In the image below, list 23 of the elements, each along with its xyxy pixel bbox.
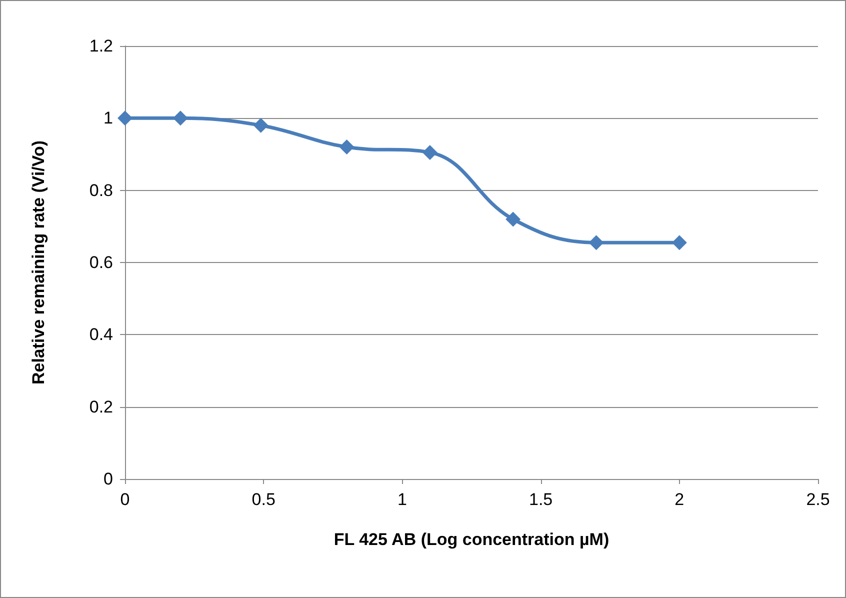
x-tick-label: 2 — [674, 490, 684, 509]
point — [172, 110, 188, 126]
y-tick-label: 0.6 — [89, 253, 113, 272]
y-tick-label: 1.2 — [89, 36, 113, 56]
point — [253, 118, 268, 133]
x-axis-title: FL 425 AB (Log concentration µM) — [334, 530, 610, 549]
point — [118, 110, 132, 126]
y-tick-label: 0.8 — [89, 180, 113, 200]
x-tick-label: 1.5 — [528, 490, 553, 509]
y-tick-label: 0.2 — [89, 397, 113, 416]
point — [588, 235, 604, 250]
point — [506, 212, 521, 227]
point — [422, 144, 438, 160]
point — [339, 140, 354, 155]
x-tick-label: 0.5 — [252, 490, 276, 509]
y-axis-title: Relative remaining rate (Vi/Vo) — [29, 140, 48, 385]
y-tick-label: 0 — [104, 470, 113, 488]
y-tick-label: 0.4 — [89, 325, 113, 344]
x-tick-label: 2.5 — [806, 490, 830, 509]
point — [672, 235, 687, 250]
x-tick-label: 1 — [397, 490, 407, 509]
x-tick-label: 0 — [120, 490, 130, 509]
y-tick-label: 1 — [104, 108, 113, 128]
